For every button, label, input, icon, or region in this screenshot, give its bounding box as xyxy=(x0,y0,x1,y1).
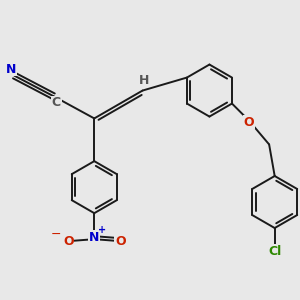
Text: −: − xyxy=(51,228,61,241)
Text: O: O xyxy=(243,116,254,129)
Text: H: H xyxy=(139,74,150,87)
Text: O: O xyxy=(115,235,126,248)
Text: C: C xyxy=(52,96,61,109)
Text: O: O xyxy=(63,235,74,248)
Text: Cl: Cl xyxy=(268,244,281,258)
Text: +: + xyxy=(98,225,106,235)
Text: N: N xyxy=(6,62,16,76)
Text: N: N xyxy=(89,231,100,244)
